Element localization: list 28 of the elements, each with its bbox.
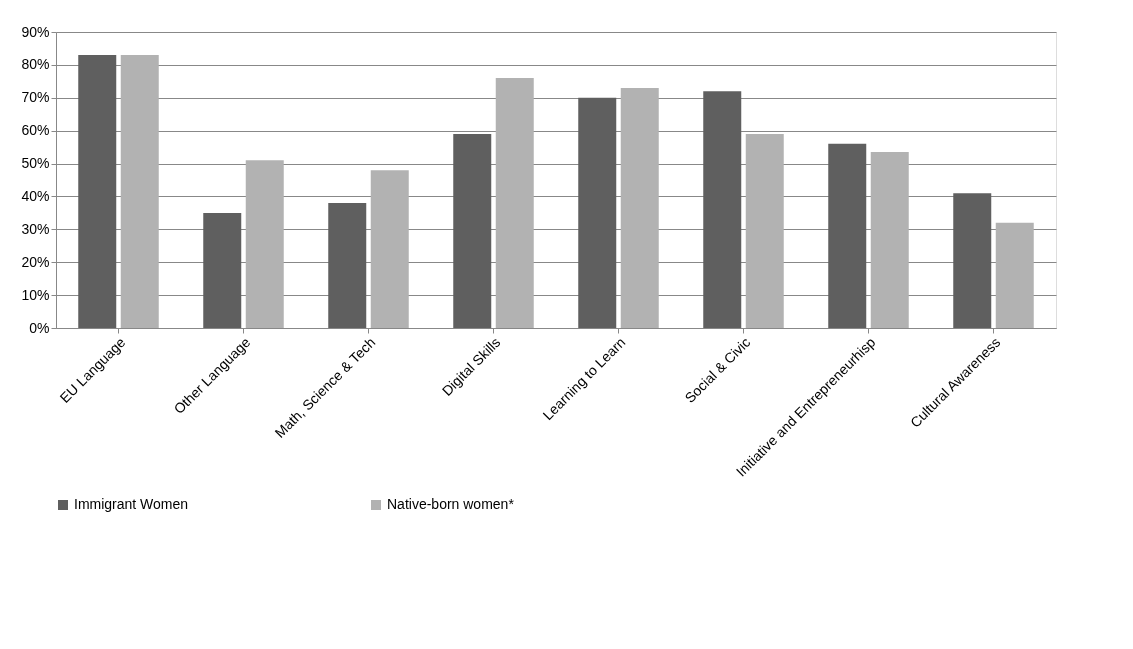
bar xyxy=(370,170,409,328)
bar xyxy=(245,160,284,328)
bar xyxy=(953,193,992,328)
y-tick-label: 60% xyxy=(21,122,50,139)
bar xyxy=(828,143,867,328)
y-tick-label: 0% xyxy=(29,319,50,336)
bar xyxy=(578,97,617,328)
bar xyxy=(745,133,784,328)
bar xyxy=(203,212,242,328)
bar xyxy=(328,203,367,328)
bar xyxy=(120,55,159,328)
y-tick-label: 90% xyxy=(21,23,50,40)
y-tick-label: 50% xyxy=(21,155,50,172)
y-tick-label: 30% xyxy=(21,220,50,237)
y-tick-label: 10% xyxy=(21,286,50,303)
legend-label: Native-born women* xyxy=(387,496,515,512)
bar xyxy=(620,87,659,328)
bar xyxy=(995,222,1034,328)
legend-label: Immigrant Women xyxy=(74,496,189,512)
bar xyxy=(453,133,492,328)
bar xyxy=(78,55,117,328)
y-tick-label: 20% xyxy=(21,253,50,270)
bar xyxy=(870,152,909,328)
y-tick-label: 70% xyxy=(21,89,50,106)
bar xyxy=(495,78,534,328)
y-tick-label: 40% xyxy=(21,187,50,204)
bar xyxy=(703,91,742,328)
y-tick-label: 80% xyxy=(21,56,50,73)
